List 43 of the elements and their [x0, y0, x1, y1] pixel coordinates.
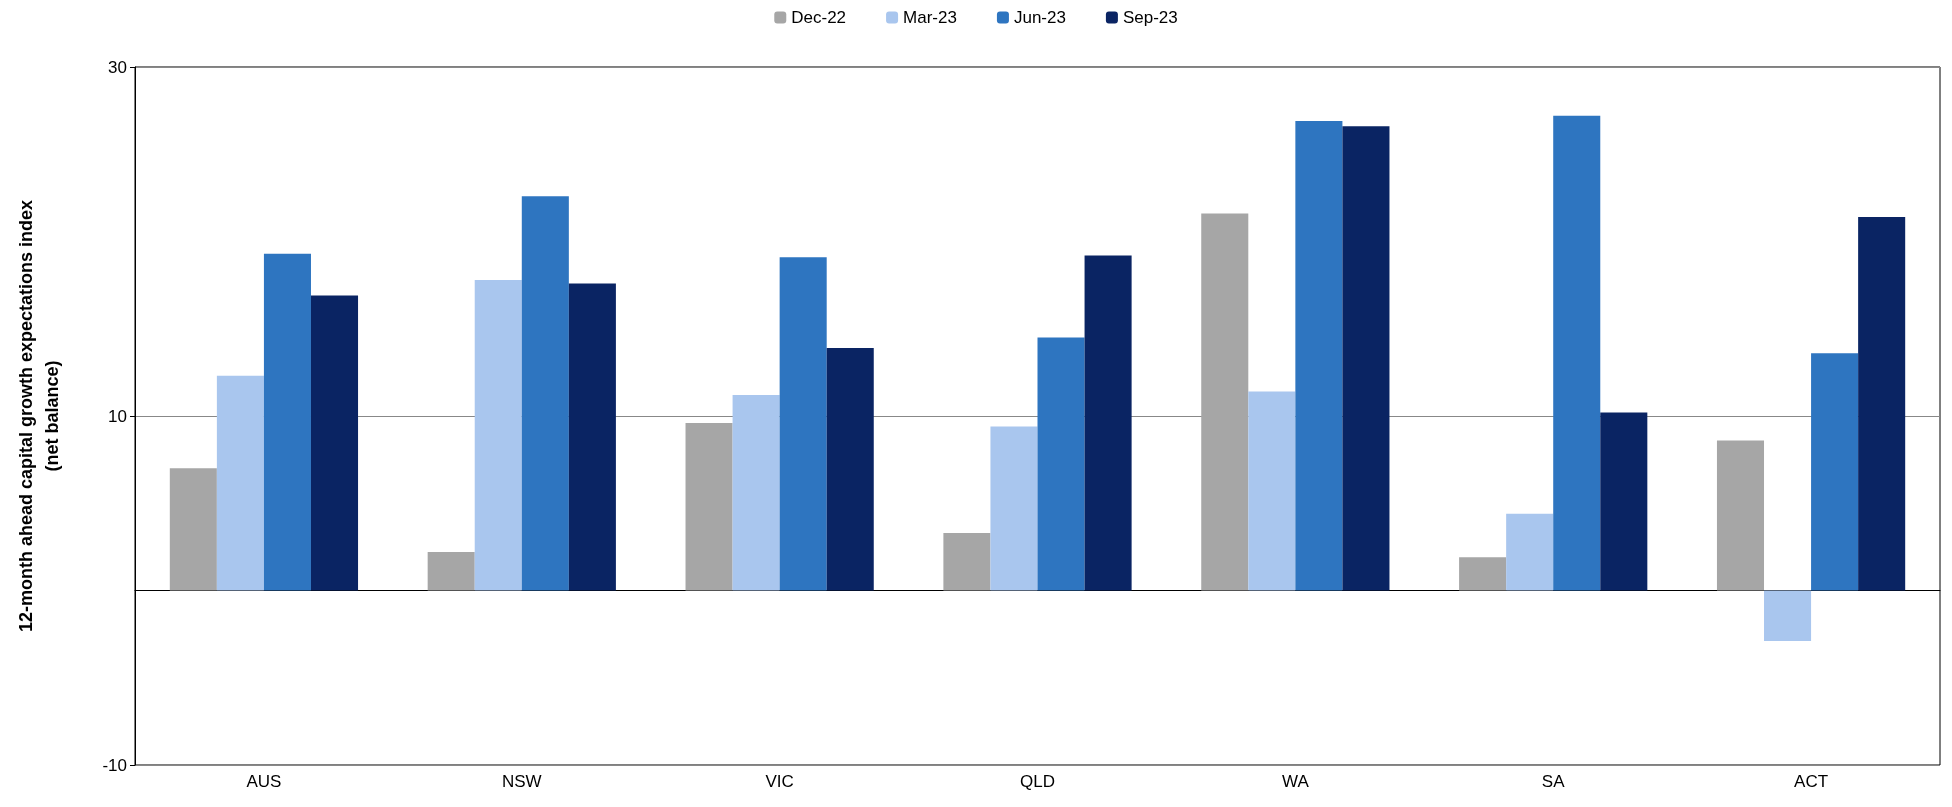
bar	[521, 196, 569, 591]
bar	[1811, 353, 1859, 591]
x-tick-label: AUS	[246, 772, 282, 791]
x-tick-label: QLD	[1020, 772, 1055, 791]
legend-label: Dec-22	[791, 8, 847, 27]
y-tick-label: 10	[108, 406, 127, 426]
y-tick-label: 30	[108, 57, 127, 77]
bar	[474, 279, 522, 591]
bar	[990, 426, 1038, 591]
bar	[169, 468, 217, 591]
bar	[826, 347, 874, 591]
y-axis-title: 12-month ahead capital growth expectations index (net balance)	[16, 199, 62, 633]
bar	[427, 552, 475, 591]
bar	[1764, 590, 1812, 642]
bar	[568, 283, 616, 591]
bar	[1248, 391, 1296, 591]
bar	[310, 295, 359, 591]
bar	[1201, 213, 1249, 591]
bar	[263, 253, 311, 591]
bar	[779, 257, 827, 591]
bar	[1716, 440, 1765, 591]
y-tick-label: -10	[102, 755, 127, 775]
x-tick-label: WA	[1281, 772, 1310, 791]
bar	[1506, 513, 1554, 591]
x-tick-label: ACT	[1794, 772, 1829, 791]
bar	[216, 375, 264, 591]
bar	[1553, 115, 1601, 591]
bar	[1600, 412, 1648, 591]
x-tick-label: VIC	[765, 772, 794, 791]
legend-label: Jun-23	[1013, 8, 1066, 27]
x-tick-label: SA	[1541, 772, 1566, 791]
legend-label: Sep-23	[1122, 8, 1178, 27]
legend-label: Mar-23	[903, 8, 957, 27]
bar	[732, 395, 780, 591]
bar	[1084, 255, 1132, 591]
bar	[1342, 126, 1390, 591]
bar	[685, 422, 733, 591]
bar	[1295, 121, 1343, 591]
bar	[943, 532, 991, 591]
bar	[1858, 217, 1906, 591]
x-tick-label: NSW	[501, 772, 542, 791]
bar	[1459, 557, 1507, 591]
bar	[1037, 337, 1085, 591]
